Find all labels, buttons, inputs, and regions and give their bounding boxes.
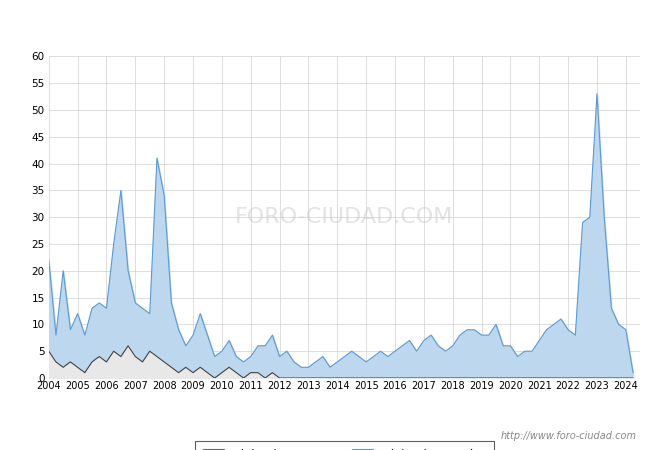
Text: http://www.foro-ciudad.com: http://www.foro-ciudad.com bbox=[501, 431, 637, 441]
Text: FORO-CIUDAD.COM: FORO-CIUDAD.COM bbox=[235, 207, 454, 227]
Text: Valsequillo de Gran Canaria - Evolucion del Nº de Transacciones Inmobiliarias: Valsequillo de Gran Canaria - Evolucion … bbox=[67, 17, 583, 30]
Legend: Viviendas Nuevas, Viviendas Usadas: Viviendas Nuevas, Viviendas Usadas bbox=[196, 441, 493, 450]
